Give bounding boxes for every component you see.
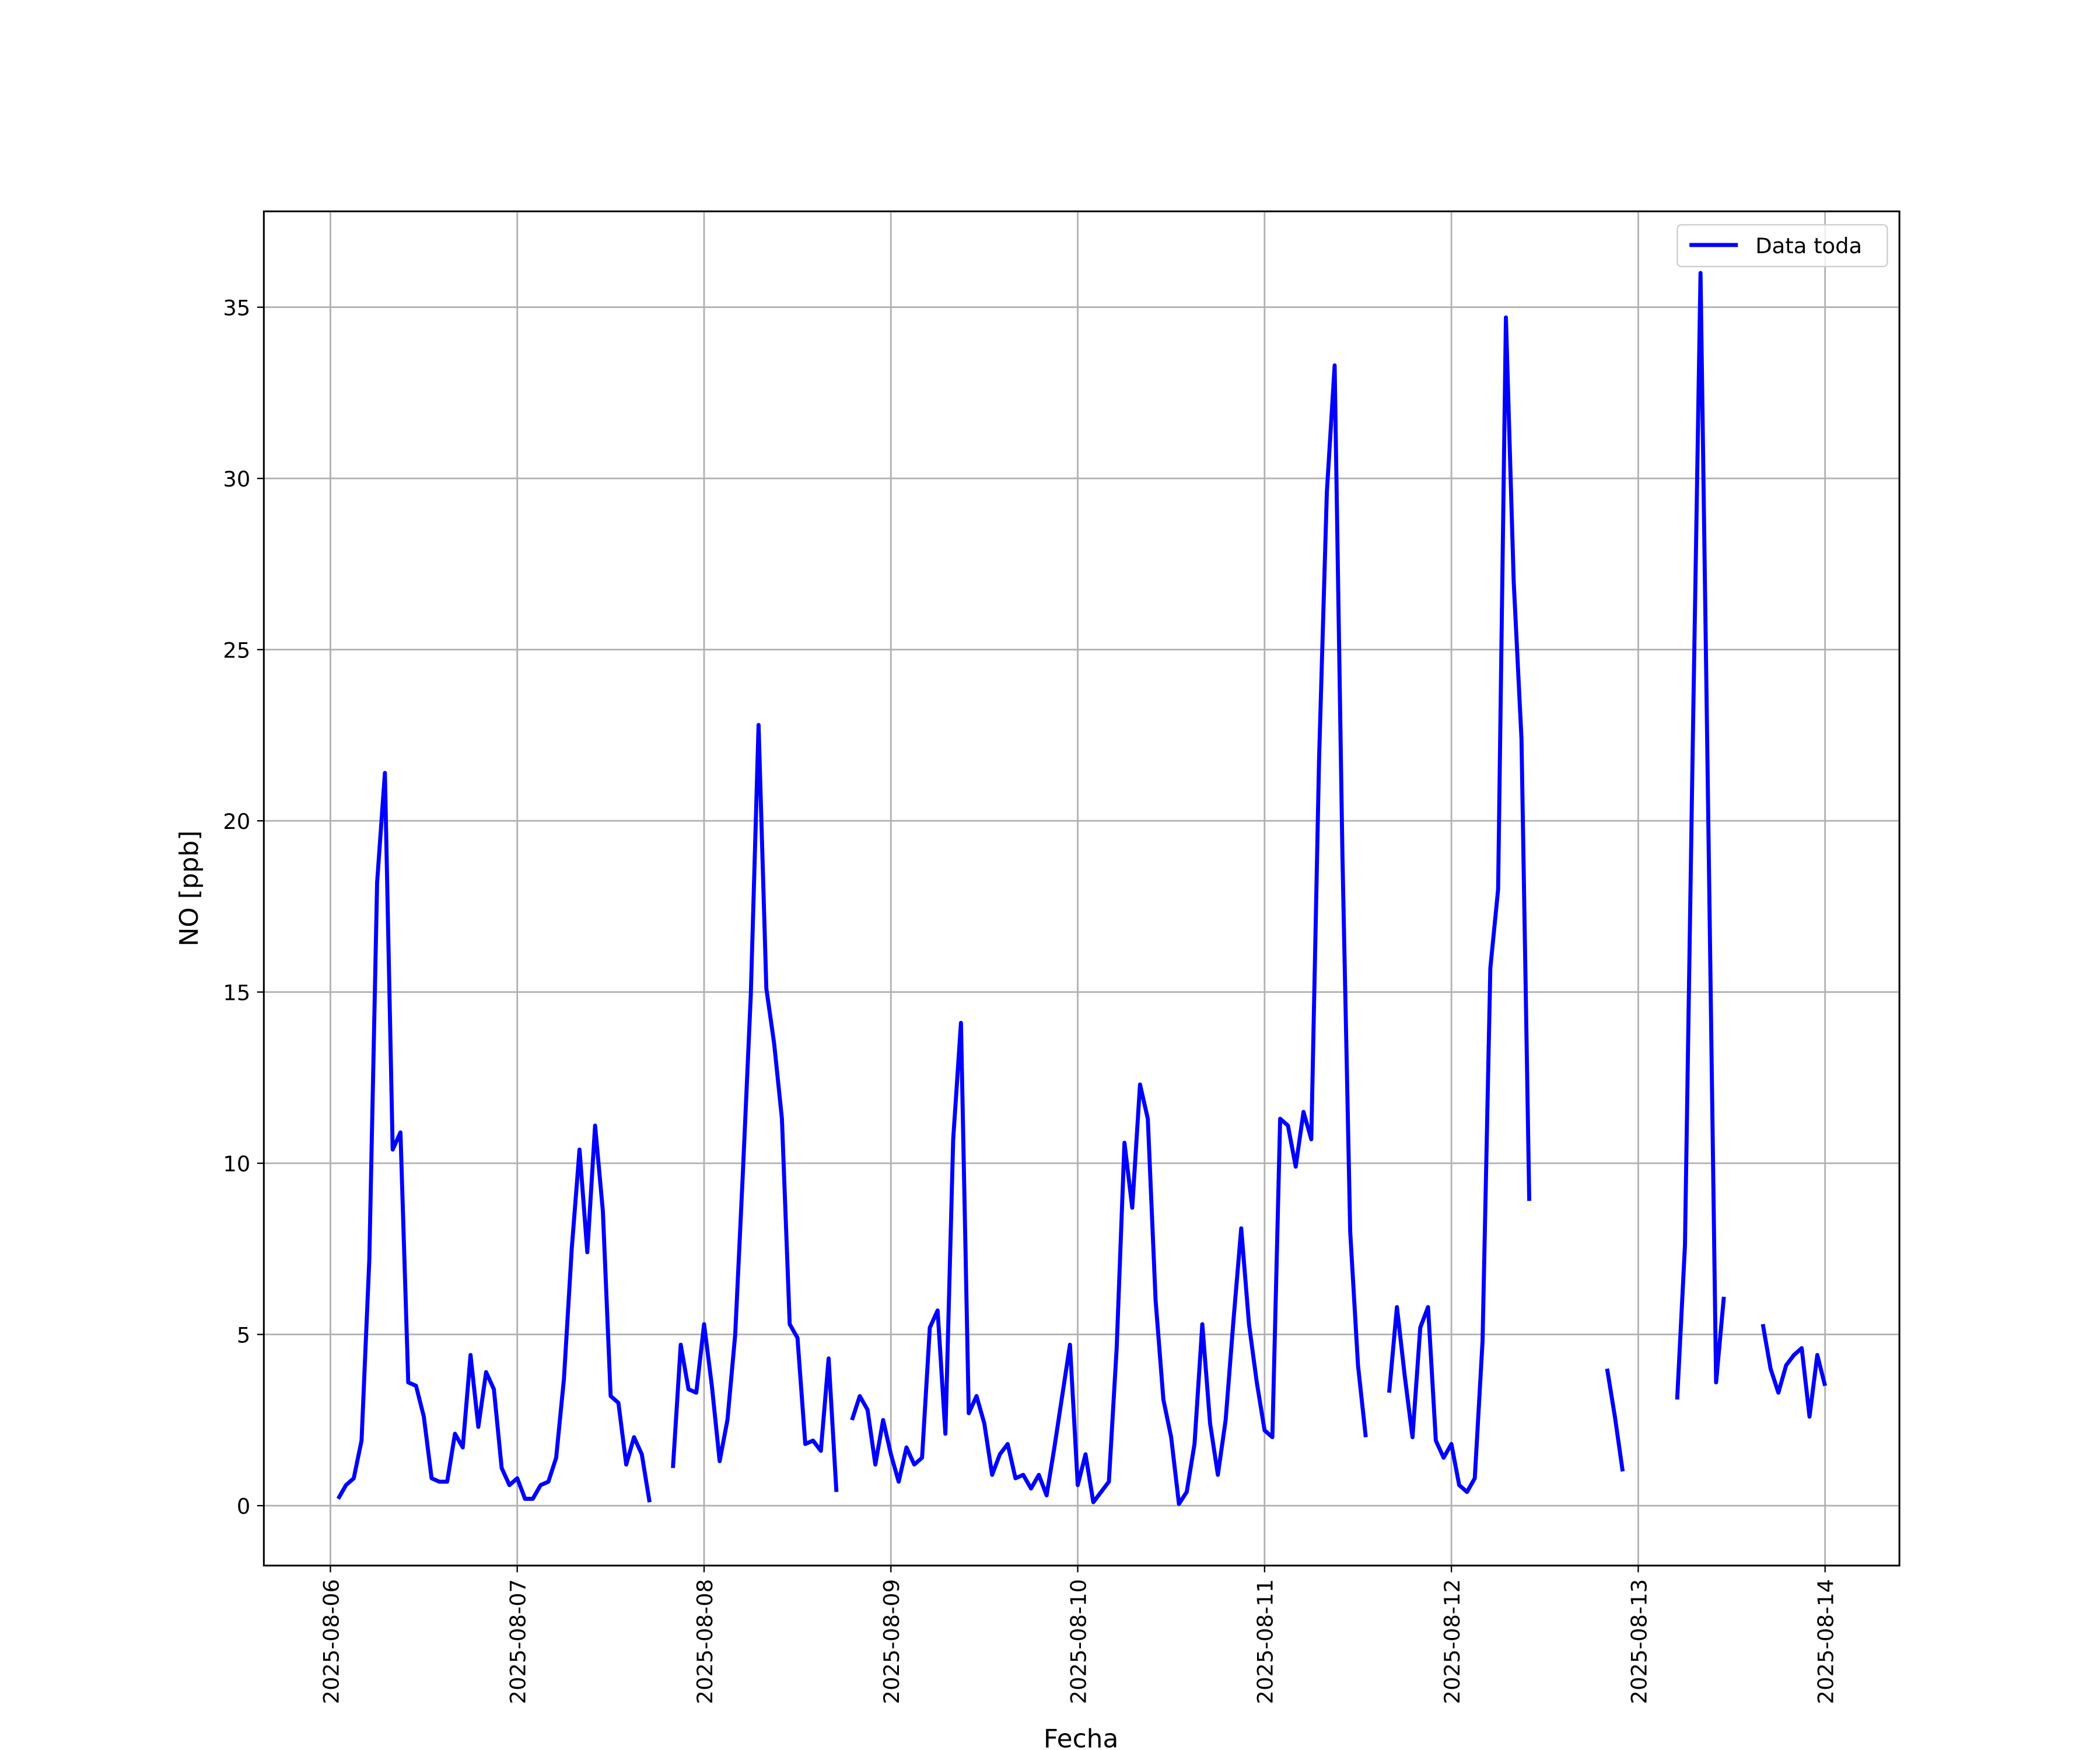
plot-frame (262, 210, 1901, 1567)
x-tick-label: 2025-08-08 (692, 1579, 718, 1704)
x-tick-label: 2025-08-13 (1626, 1579, 1651, 1704)
x-tick-label: 2025-08-06 (318, 1579, 344, 1704)
data-line (336, 271, 1828, 1506)
y-tick-label: 20 (223, 809, 250, 834)
x-tick-label: 2025-08-10 (1066, 1579, 1091, 1704)
y-tick-label: 10 (223, 1152, 250, 1177)
y-tick-label: 30 (223, 467, 250, 492)
y-tick-label: 25 (223, 638, 250, 663)
x-axis-label: Fecha (1044, 1724, 1119, 1750)
y-tick-label: 15 (223, 980, 250, 1005)
legend-box (1676, 224, 1888, 268)
x-tick-label: 2025-08-12 (1440, 1579, 1465, 1704)
legend-label: Data toda (1755, 233, 1862, 258)
x-tick-label: 2025-08-14 (1814, 1579, 1839, 1704)
y-tick-label: 0 (237, 1494, 250, 1519)
x-tick-label: 2025-08-07 (506, 1579, 531, 1704)
y-axis-label: NO [ppb] (174, 831, 204, 947)
y-tick-label: 5 (237, 1322, 250, 1348)
x-tick-label: 2025-08-09 (879, 1579, 904, 1704)
x-tick-label: 2025-08-11 (1253, 1579, 1278, 1704)
y-tick-label: 35 (223, 296, 250, 321)
